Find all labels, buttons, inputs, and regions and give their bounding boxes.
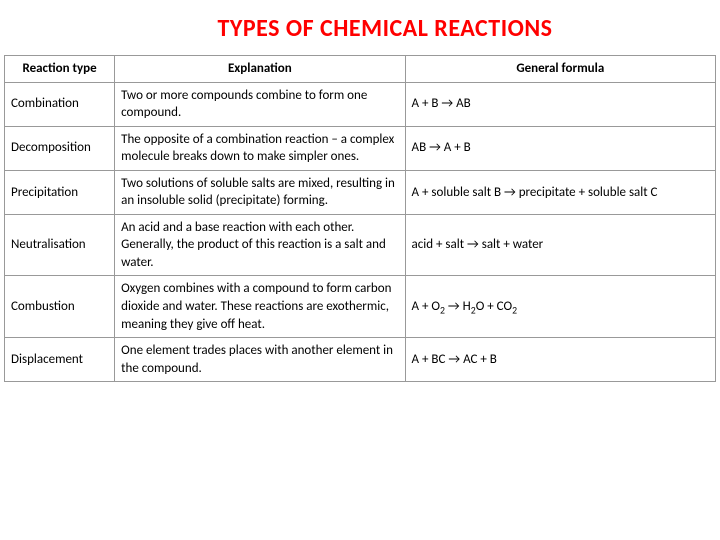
cell-explanation: One element trades places with another e… [115,338,405,382]
table-row: Displacement One element trades places w… [5,338,716,382]
cell-explanation: An acid and a base reaction with each ot… [115,214,405,276]
table-row: Combustion Oxygen combines with a compou… [5,276,716,338]
cell-explanation: Oxygen combines with a compound to form … [115,276,405,338]
table-row: Precipitation Two solutions of soluble s… [5,170,716,214]
cell-formula: A + BC → AC + B [405,338,715,382]
cell-explanation: Two or more compounds combine to form on… [115,82,405,126]
cell-explanation: Two solutions of soluble salts are mixed… [115,170,405,214]
cell-formula: AB → A + B [405,126,715,170]
table-row: Combination Two or more compounds combin… [5,82,716,126]
cell-formula: A + soluble salt B → precipitate + solub… [405,170,715,214]
cell-type: Combination [5,82,115,126]
page-title: TYPES OF CHEMICAL REACTIONS [0,0,720,55]
cell-explanation: The opposite of a combination reaction –… [115,126,405,170]
table-header-row: Reaction type Explanation General formul… [5,56,716,83]
reactions-table: Reaction type Explanation General formul… [4,55,716,382]
table-row: Neutralisation An acid and a base reacti… [5,214,716,276]
cell-type: Combustion [5,276,115,338]
cell-formula: A + B → AB [405,82,715,126]
col-header-explanation: Explanation [115,56,405,83]
cell-type: Displacement [5,338,115,382]
cell-formula: A + O2 → H2O + CO2 [405,276,715,338]
cell-type: Neutralisation [5,214,115,276]
cell-formula: acid + salt → salt + water [405,214,715,276]
table-row: Decomposition The opposite of a combinat… [5,126,716,170]
cell-type: Precipitation [5,170,115,214]
col-header-formula: General formula [405,56,715,83]
col-header-type: Reaction type [5,56,115,83]
cell-type: Decomposition [5,126,115,170]
